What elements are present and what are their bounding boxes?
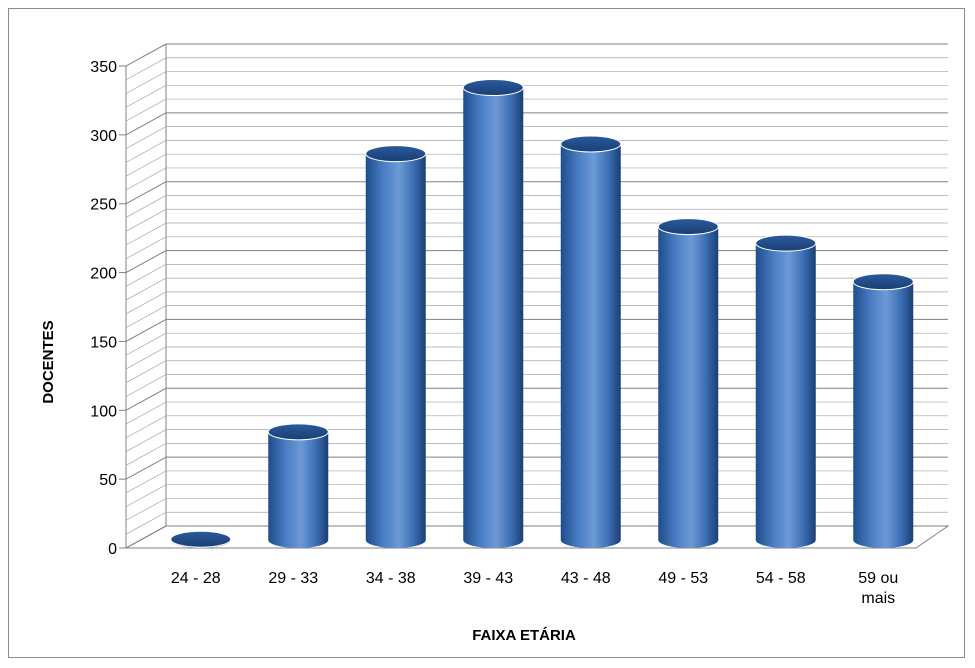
grid-line-side	[125, 484, 167, 507]
x-tick-label: 39 - 43	[463, 570, 513, 587]
grid-line-side	[125, 71, 167, 94]
grid-line-side	[125, 85, 167, 108]
grid-line-side	[125, 305, 167, 328]
grid-line-side	[125, 57, 167, 81]
bar-body	[658, 226, 719, 549]
y-axis-title: DOCENTES	[40, 320, 57, 403]
x-tick-label: 43 - 48	[561, 570, 611, 587]
bar	[462, 79, 524, 549]
bar-top	[462, 79, 524, 97]
y-tick-label: 250	[90, 197, 117, 214]
x-tick-label: 54 - 58	[756, 570, 806, 587]
bar	[170, 530, 232, 548]
grid-line-side	[125, 98, 167, 122]
bar	[755, 234, 817, 548]
grid-line-side	[125, 43, 167, 67]
grid-line-side	[125, 318, 167, 342]
floor	[125, 525, 950, 549]
grid-line-side	[125, 250, 167, 274]
grid-line-side	[125, 140, 167, 163]
grid-line-side	[125, 153, 167, 177]
x-axis-title: FAIXA ETÁRIA	[472, 627, 576, 644]
grid-line-side	[125, 195, 167, 218]
y-tick-label: 100	[90, 403, 117, 420]
y-tick-label: 350	[90, 59, 117, 76]
grid-line-side	[125, 401, 167, 425]
y-tick-label: 0	[108, 541, 117, 558]
grid-lines	[125, 43, 948, 549]
grid-line-side	[125, 429, 167, 452]
bar-top	[852, 273, 914, 291]
chart-walls	[125, 44, 950, 549]
bar-top	[657, 218, 719, 236]
bar-top	[365, 145, 427, 163]
grid-line-side	[125, 346, 167, 370]
bars	[170, 79, 914, 549]
bar-body	[268, 431, 329, 548]
grid-line-side	[125, 525, 167, 549]
grid-line-side	[125, 112, 167, 136]
grid-line-side	[125, 374, 167, 397]
grid-line-side	[125, 498, 167, 521]
grid-line-side	[125, 291, 167, 315]
bar-top	[755, 234, 817, 252]
grid-line-side	[125, 470, 167, 494]
y-tick-label: 50	[99, 472, 117, 489]
bar-body	[853, 281, 914, 548]
bar	[852, 273, 914, 548]
bar-body	[365, 153, 426, 548]
grid-line-side	[125, 236, 167, 260]
grid-line-side	[125, 264, 167, 287]
bar-top	[170, 530, 232, 548]
grid-line-side	[125, 208, 167, 232]
grid-line-side	[125, 443, 167, 466]
bar-body	[755, 243, 816, 548]
bar	[365, 145, 427, 548]
bar	[267, 423, 329, 548]
grid-line-side	[125, 415, 167, 439]
x-tick-label: 59 ou mais	[858, 570, 898, 607]
y-tick-label: 300	[90, 128, 117, 145]
y-tick-label: 200	[90, 266, 117, 283]
y-axis-ticks: 0 50 100 150 200 250 300 350	[90, 59, 126, 558]
x-tick-label: 49 - 53	[658, 570, 708, 587]
bar-body	[560, 144, 621, 548]
x-axis-ticks: 24 - 28 29 - 33 34 - 38 39 - 43 43 - 48 49 - …	[171, 570, 898, 607]
y-tick-label: 150	[90, 334, 117, 351]
x-tick-label: 24 - 28	[171, 570, 221, 587]
grid-line-side	[125, 387, 167, 411]
bar	[657, 218, 719, 549]
x-tick-label: 29 - 33	[268, 570, 318, 587]
grid-line-side	[125, 511, 167, 535]
grid-line-side	[125, 456, 167, 480]
x-tick-label: 34 - 38	[366, 570, 416, 587]
grid-line-side	[125, 277, 167, 301]
bar	[560, 135, 622, 548]
grid-line-side	[125, 167, 167, 191]
grid-line-side	[125, 222, 167, 246]
bar-top	[267, 423, 329, 441]
grid-line-side	[125, 126, 167, 149]
grid-line-side	[125, 181, 167, 205]
grid-line-side	[125, 360, 167, 384]
bar-body	[463, 87, 524, 549]
bar-top	[560, 135, 622, 153]
grid-line-side	[125, 332, 167, 356]
